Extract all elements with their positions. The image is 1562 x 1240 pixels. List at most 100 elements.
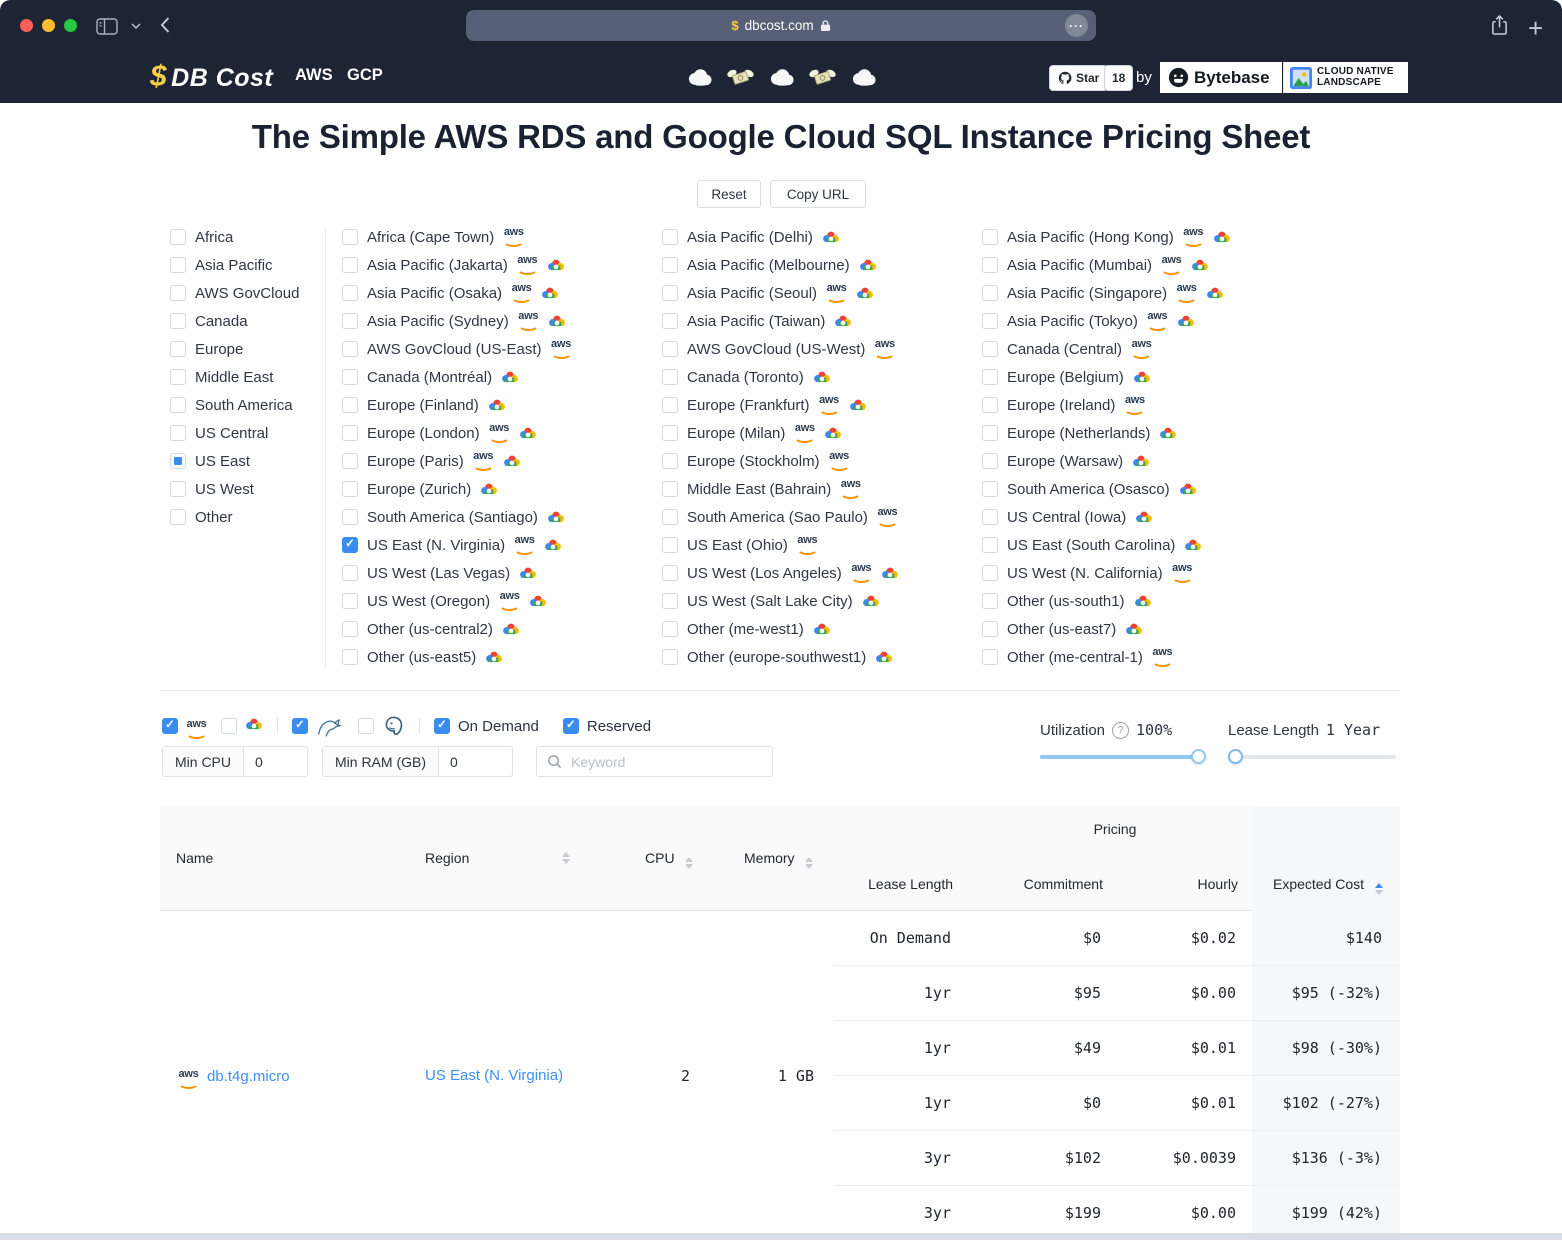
region-option[interactable]: Asia Pacific (Taiwan) [662,307,899,335]
back-icon[interactable] [160,17,170,33]
region-checkbox[interactable] [662,537,678,553]
region-option[interactable]: Europe (Frankfurt) aws [662,391,899,419]
sort-icon-expected-cost[interactable] [1374,883,1383,895]
sort-icon-memory[interactable] [805,857,814,869]
region-option[interactable]: Asia Pacific (Osaka) aws [342,279,572,307]
region-checkbox[interactable] [662,229,678,245]
region-option[interactable]: US West (Las Vegas) [342,559,572,587]
region-checkbox[interactable] [342,425,358,441]
dbcost-logo[interactable]: $ DB Cost [150,60,274,93]
region-checkbox[interactable] [342,565,358,581]
nav-gcp[interactable]: GCP [347,66,383,84]
region-option[interactable]: Other (us-east7) [982,615,1231,643]
region-checkbox[interactable] [662,565,678,581]
region-option[interactable]: Europe (Milan) aws [662,419,899,447]
region-checkbox[interactable] [982,285,998,301]
region-checkbox[interactable] [342,257,358,273]
region-checkbox[interactable] [982,341,998,357]
region-option[interactable]: Asia Pacific (Sydney) aws [342,307,572,335]
region-option[interactable]: US Central (Iowa) [982,503,1231,531]
keyword-search[interactable] [536,746,773,777]
instance-name-link[interactable]: db.t4g.micro [207,1068,290,1085]
github-star-button[interactable]: Star [1049,65,1109,91]
region-checkbox[interactable] [662,369,678,385]
region-checkbox[interactable] [662,397,678,413]
region-option[interactable]: Other (us-east5) [342,643,572,671]
region-option[interactable]: Other (us-south1) [982,587,1231,615]
gcp-filter-checkbox[interactable] [221,718,237,734]
region-option[interactable]: Other (me-central-1) aws [982,643,1231,671]
min-cpu-input[interactable] [243,746,309,777]
region-option[interactable]: Canada (Montréal) [342,363,572,391]
region-checkbox[interactable] [170,369,186,385]
copy-url-button[interactable]: Copy URL [770,180,866,208]
region-option[interactable]: Asia Pacific (Mumbai) aws [982,251,1231,279]
region-checkbox[interactable] [170,397,186,413]
region-checkbox[interactable] [982,369,998,385]
region-checkbox[interactable] [982,229,998,245]
region-checkbox[interactable] [982,565,998,581]
region-option[interactable]: Asia Pacific (Tokyo) aws [982,307,1231,335]
region-checkbox[interactable] [662,313,678,329]
region-option[interactable]: US East (South Carolina) [982,531,1231,559]
region-option[interactable]: Africa (Cape Town) aws [342,223,572,251]
region-option[interactable]: Asia Pacific (Singapore) aws [982,279,1231,307]
region-option[interactable]: US East (Ohio) aws [662,531,899,559]
col-header-memory[interactable]: Memory [744,850,814,869]
nav-aws[interactable]: AWS [295,66,333,84]
region-checkbox[interactable] [342,509,358,525]
region-option[interactable]: US West (Oregon) aws [342,587,572,615]
region-option[interactable]: Middle East [170,363,299,391]
region-checkbox[interactable] [982,509,998,525]
region-option[interactable]: Europe (Stockholm) aws [662,447,899,475]
sort-icon-region[interactable] [562,852,570,864]
region-checkbox[interactable] [342,453,358,469]
region-checkbox[interactable] [342,229,358,245]
region-checkbox[interactable] [170,341,186,357]
region-option[interactable]: Europe (Warsaw) [982,447,1231,475]
region-option[interactable]: Canada [170,307,299,335]
region-checkbox[interactable] [170,509,186,525]
region-option[interactable]: Europe (Zurich) [342,475,572,503]
region-checkbox[interactable] [342,341,358,357]
region-option[interactable]: US East (N. Virginia) aws [342,531,572,559]
region-checkbox[interactable] [982,481,998,497]
region-checkbox[interactable] [982,621,998,637]
utilization-slider-handle[interactable] [1191,749,1206,764]
region-option[interactable]: Other (europe-southwest1) [662,643,899,671]
region-checkbox[interactable] [342,285,358,301]
region-option[interactable]: South America (Santiago) [342,503,572,531]
region-option[interactable]: Africa [170,223,299,251]
region-option[interactable]: South America (Sao Paulo) aws [662,503,899,531]
region-checkbox[interactable] [662,341,678,357]
sort-icon-cpu[interactable] [685,857,694,869]
min-ram-input[interactable] [438,746,513,777]
instance-region-link[interactable]: US East (N. Virginia) [425,1067,564,1084]
chevron-down-icon[interactable] [131,23,141,29]
region-option[interactable]: US West (Los Angeles) aws [662,559,899,587]
region-checkbox[interactable] [662,649,678,665]
zoom-window-button[interactable] [64,19,77,32]
region-checkbox[interactable] [170,313,186,329]
region-option[interactable]: Europe (Belgium) [982,363,1231,391]
region-checkbox[interactable] [662,593,678,609]
region-option[interactable]: Asia Pacific [170,251,299,279]
address-bar[interactable]: $ dbcost.com ··· [466,10,1096,41]
lease-length-slider[interactable] [1228,749,1396,764]
region-option[interactable]: US West (Salt Lake City) [662,587,899,615]
region-option[interactable]: AWS GovCloud [170,279,299,307]
aws-filter-checkbox[interactable] [162,718,178,734]
region-checkbox[interactable] [170,425,186,441]
region-checkbox[interactable] [662,509,678,525]
region-checkbox[interactable] [342,481,358,497]
region-checkbox[interactable] [342,621,358,637]
lease-length-slider-handle[interactable] [1228,749,1243,764]
share-icon[interactable] [1490,14,1509,37]
keyword-input[interactable] [569,752,762,771]
region-checkbox[interactable] [982,453,998,469]
sidebar-toggle-icon[interactable] [96,18,118,35]
region-checkbox[interactable] [170,453,186,469]
region-checkbox[interactable] [342,649,358,665]
postgres-filter-checkbox[interactable] [358,718,374,734]
utilization-slider[interactable] [1040,749,1206,764]
